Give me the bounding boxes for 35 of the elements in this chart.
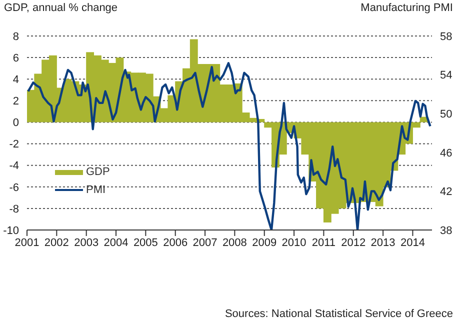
x-tick-label: 2014: [400, 236, 425, 249]
x-tick-label: 2001: [14, 236, 40, 249]
y2-axis-title: Manufacturing PMI: [360, 2, 453, 14]
y2-tick-label: 54: [440, 70, 452, 82]
x-tick-label: 2007: [192, 236, 218, 249]
y-tick-label: 4: [12, 74, 19, 86]
y-tick-label: 2: [12, 96, 19, 108]
y2-tick-label: 38: [440, 224, 452, 237]
x-tick-label: 2002: [44, 236, 69, 249]
y-tick-label: 0: [12, 117, 19, 130]
x-tick-label: 2011: [312, 236, 336, 249]
y2-tick-label: 58: [440, 30, 452, 43]
x-tick-label: 2008: [222, 236, 247, 249]
y2-tick-label: 46: [440, 147, 452, 160]
x-tick-label: 2003: [74, 236, 99, 249]
x-tick-label: 2005: [133, 236, 158, 249]
x-tick-label: 2004: [104, 236, 128, 249]
y-tick-label: -2: [9, 138, 19, 151]
x-tick-label: 2010: [282, 236, 306, 249]
y2-tick-label: 42: [440, 186, 452, 198]
y-tick-label: -10: [3, 224, 19, 237]
source-note: Sources: National Statistical Service of Greece: [224, 308, 453, 320]
y-tick-label: -8: [9, 203, 19, 216]
legend-label: PMI: [86, 184, 106, 196]
y-tick-label: 6: [12, 52, 19, 64]
y-axis-title: GDP, annual % change: [4, 2, 118, 14]
x-tick-label: 2006: [163, 236, 188, 249]
y2-tick-label: 50: [440, 108, 452, 121]
y-tick-label: 8: [12, 30, 19, 43]
x-tick-label: 2012: [341, 236, 366, 249]
x-tick-label: 2009: [252, 236, 277, 249]
legend-label: GDP: [86, 166, 110, 178]
y-tick-label: -4: [9, 160, 19, 172]
x-tick-label: 2013: [370, 236, 396, 249]
y-tick-label: -6: [9, 182, 19, 194]
